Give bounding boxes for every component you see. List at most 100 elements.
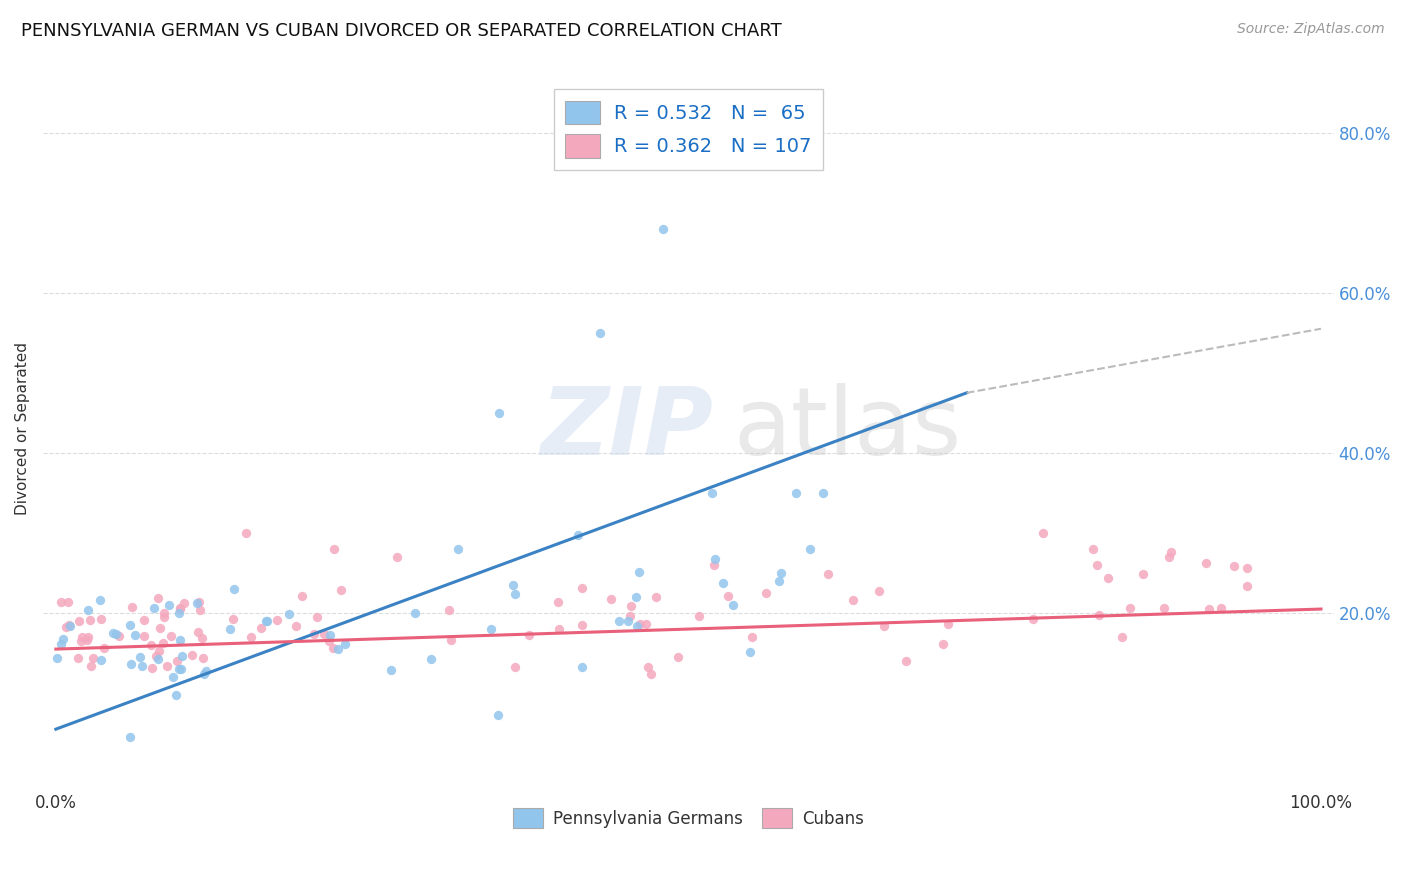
Point [1032, 526, 1054, 541]
Point [479, 622, 502, 636]
Point [77, 603, 100, 617]
Point [1085, 558, 1108, 572]
Point [120, 731, 142, 745]
Point [221, 612, 243, 626]
Point [162, 670, 184, 684]
Point [1083, 541, 1105, 556]
Point [624, 590, 647, 604]
Point [160, 629, 183, 643]
Point [254, 614, 277, 628]
Point [284, 619, 307, 633]
Text: PENNSYLVANIA GERMAN VS CUBAN DIVORCED OR SEPARATED CORRELATION CHART: PENNSYLVANIA GERMAN VS CUBAN DIVORCED OR… [21, 22, 782, 40]
Point [1195, 556, 1218, 570]
Point [738, 644, 761, 658]
Point [1119, 601, 1142, 615]
Point [67, 614, 90, 628]
Point [628, 617, 651, 632]
Point [894, 654, 917, 668]
Point [517, 628, 540, 642]
Point [66, 651, 89, 665]
Point [447, 542, 470, 557]
Point [437, 603, 460, 617]
Point [235, 526, 257, 541]
Point [571, 618, 593, 632]
Point [141, 639, 163, 653]
Point [250, 621, 273, 635]
Point [134, 613, 156, 627]
Point [634, 616, 657, 631]
Point [181, 648, 204, 663]
Point [157, 598, 180, 612]
Point [620, 599, 643, 613]
Point [169, 606, 191, 620]
Point [666, 650, 689, 665]
Point [169, 632, 191, 647]
Point [169, 601, 191, 615]
Point [619, 609, 641, 624]
Point [104, 626, 127, 640]
Point [1160, 545, 1182, 559]
Point [77, 630, 100, 644]
Point [146, 652, 169, 666]
Point [302, 627, 325, 641]
Point [51, 595, 73, 609]
Point [329, 582, 352, 597]
Point [333, 637, 356, 651]
Point [488, 406, 510, 420]
Point [152, 636, 174, 650]
Point [170, 663, 193, 677]
Point [169, 602, 191, 616]
Point [148, 591, 170, 605]
Point [1021, 612, 1043, 626]
Point [703, 558, 725, 572]
Point [868, 583, 890, 598]
Point [69, 633, 91, 648]
Point [547, 595, 569, 609]
Point [627, 565, 650, 579]
Legend: Pennsylvania Germans, Cubans: Pennsylvania Germans, Cubans [506, 801, 870, 835]
Point [768, 574, 790, 589]
Point [1236, 561, 1258, 575]
Point [79, 613, 101, 627]
Point [404, 606, 426, 620]
Point [589, 326, 612, 340]
Point [741, 630, 763, 644]
Y-axis label: Divorced or Separated: Divorced or Separated [15, 343, 30, 516]
Point [256, 614, 278, 628]
Point [49, 637, 72, 651]
Point [167, 662, 190, 676]
Point [156, 659, 179, 673]
Point [688, 609, 710, 624]
Point [1132, 566, 1154, 581]
Point [148, 644, 170, 658]
Point [266, 613, 288, 627]
Point [52, 632, 75, 646]
Point [322, 640, 344, 655]
Point [55, 620, 77, 634]
Point [240, 630, 263, 644]
Point [600, 591, 623, 606]
Point [120, 657, 142, 671]
Point [380, 664, 402, 678]
Point [165, 688, 187, 702]
Point [186, 596, 208, 610]
Point [134, 629, 156, 643]
Point [503, 660, 526, 674]
Point [841, 593, 863, 607]
Point [290, 589, 312, 603]
Point [191, 650, 214, 665]
Point [173, 596, 195, 610]
Point [644, 591, 666, 605]
Point [89, 592, 111, 607]
Point [1159, 549, 1181, 564]
Point [1097, 571, 1119, 585]
Point [571, 660, 593, 674]
Point [312, 626, 335, 640]
Point [932, 637, 955, 651]
Point [143, 600, 166, 615]
Point [58, 618, 80, 632]
Point [118, 618, 141, 632]
Point [799, 541, 821, 556]
Point [640, 667, 662, 681]
Point [770, 566, 793, 580]
